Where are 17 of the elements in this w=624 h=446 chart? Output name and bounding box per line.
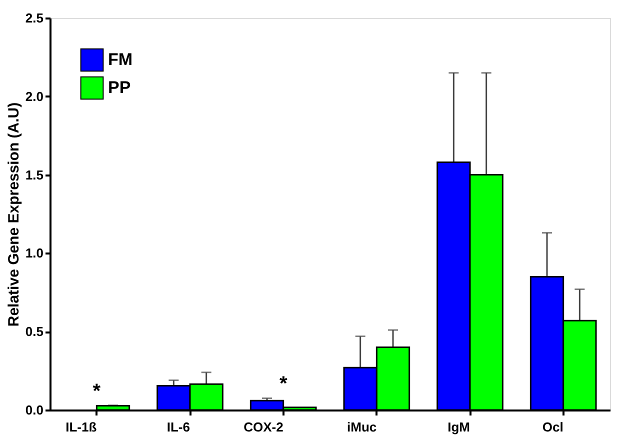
x-tick-label: COX-2 — [244, 420, 284, 434]
annotation: * — [279, 373, 288, 396]
y-tick-label: 1.5 — [25, 167, 44, 182]
legend-label: FM — [108, 50, 133, 69]
y-tick-label: 2.0 — [25, 88, 44, 104]
x-tick-label: IL-1ß — [66, 420, 97, 434]
x-tick-label: IL-6 — [166, 420, 190, 434]
y-tick-label: 2.5 — [25, 10, 44, 26]
x-tick-label: Ocl — [542, 420, 564, 434]
y-tick-label: 1.0 — [25, 246, 44, 261]
x-tick-label: iMuc — [347, 420, 377, 434]
legend-label: PP — [108, 78, 131, 97]
x-tick-label: IgM — [448, 420, 470, 434]
y-tick-label: 0.0 — [25, 402, 44, 418]
annotation: * — [92, 380, 101, 402]
y-tick-label: 0.5 — [25, 324, 44, 340]
y-axis-title: Relative Gene Expression (A.U) — [5, 102, 22, 327]
